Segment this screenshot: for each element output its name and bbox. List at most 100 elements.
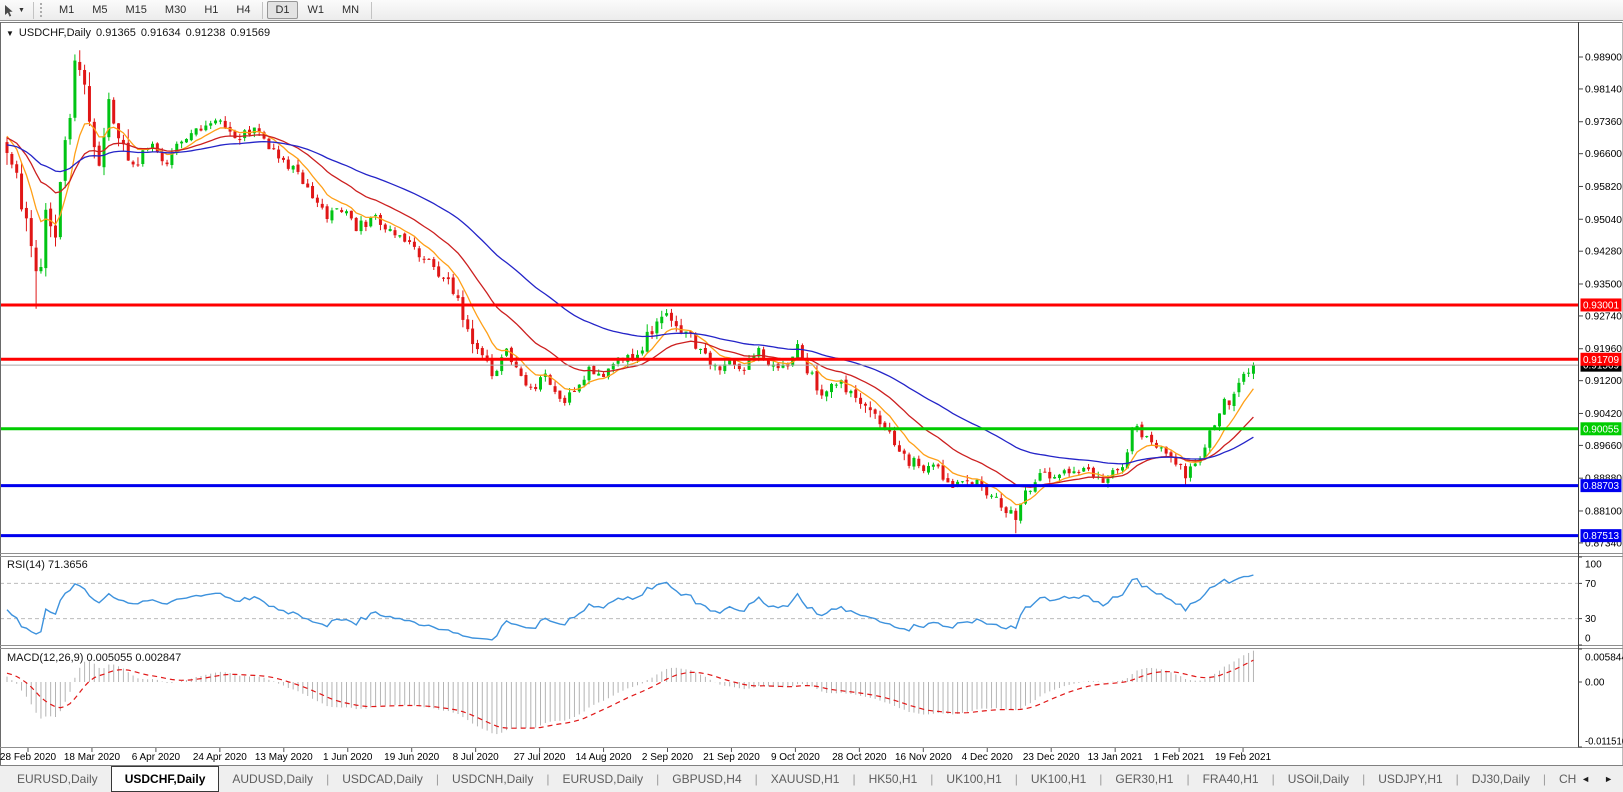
svg-text:0.88703: 0.88703 [1583,481,1619,492]
chart-tab-eurusd-daily[interactable]: EURUSD,Daily [17,772,98,786]
toolbar-divider [262,1,264,19]
chart-tab-gbpusd-h4[interactable]: GBPUSD,H4 [672,772,742,786]
svg-text:21 Sep 2020: 21 Sep 2020 [703,752,760,763]
svg-text:0.97360: 0.97360 [1585,117,1622,128]
hline-price-label: 0.90055 [1580,422,1622,436]
svg-text:0.90420: 0.90420 [1585,409,1622,420]
svg-text:0.00: 0.00 [1585,677,1605,688]
svg-text:0.91569: 0.91569 [1583,361,1619,372]
svg-text:24 Apr 2020: 24 Apr 2020 [193,752,247,763]
tab-divider: | [930,772,934,786]
chart-tab-bar: EURUSD,Daily USDCHF,Daily AUDUSD,Daily | USD… [0,765,1623,792]
svg-text:1 Jun 2020: 1 Jun 2020 [323,752,373,763]
timeframe-button-m5[interactable]: M5 [84,1,115,19]
toolbar-divider [32,1,34,19]
time-scale[interactable] [0,748,1578,764]
tab-divider: | [1186,772,1190,786]
svg-text:19 Feb 2021: 19 Feb 2021 [1215,752,1272,763]
tab-divider: | [852,772,856,786]
svg-text:19 Jun 2020: 19 Jun 2020 [384,752,439,763]
tab-divider: | [1014,772,1018,786]
timeframe-button-h4[interactable]: H4 [228,1,258,19]
time-axis-labels: 28 Feb 2020 18 Mar 2020 6 Apr 2020 24 Apr 2… [0,748,1272,763]
chart-tab-dj30-daily[interactable]: DJ30,Daily [1471,772,1530,786]
svg-text:0.87340: 0.87340 [1585,538,1622,549]
chart-tab-audusd-daily[interactable]: AUDUSD,Daily [232,772,314,786]
svg-text:70: 70 [1585,579,1597,590]
chart-tab-usdchf-daily[interactable]: USDCHF,Daily [110,766,220,792]
tab-divider: | [326,772,330,786]
svg-text:8 Jul 2020: 8 Jul 2020 [453,752,500,763]
tab-divider: | [1542,772,1546,786]
svg-text:0.005844: 0.005844 [1585,653,1623,664]
tab-scroll-left-icon[interactable]: ◄ [1581,774,1591,784]
svg-text:2 Sep 2020: 2 Sep 2020 [642,752,694,763]
chart-tab-usdjpy-h1[interactable]: USDJPY,H1 [1378,772,1443,786]
svg-text:4 Dec 2020: 4 Dec 2020 [962,752,1014,763]
chart-tab-uk100-h1[interactable]: UK100,H1 [1030,772,1087,786]
chart-tab-fra40-h1[interactable]: FRA40,H1 [1202,772,1259,786]
svg-text:0.98900: 0.98900 [1585,53,1622,64]
svg-text:28 Feb 2020: 28 Feb 2020 [0,752,57,763]
svg-text:16 Nov 2020: 16 Nov 2020 [895,752,952,763]
timeframe-button-m30[interactable]: M30 [157,1,194,19]
tab-divider: | [546,772,550,786]
svg-text:13 May 2020: 13 May 2020 [255,752,313,763]
svg-text:0.91960: 0.91960 [1585,344,1622,355]
svg-text:0.89660: 0.89660 [1585,441,1622,452]
svg-text:28 Oct 2020: 28 Oct 2020 [832,752,887,763]
chart-tab-uk100-h1[interactable]: UK100,H1 [946,772,1002,786]
svg-text:0.94280: 0.94280 [1585,247,1622,258]
tab-divider: | [1362,772,1366,786]
svg-text:30: 30 [1585,614,1597,625]
timeframe-button-m1[interactable]: M1 [51,1,82,19]
svg-text:0.96600: 0.96600 [1585,149,1622,160]
tab-divider: | [1455,772,1459,786]
svg-text:0.92740: 0.92740 [1585,311,1622,322]
dropdown-caret-icon[interactable]: ▼ [18,6,25,14]
svg-text:0.93500: 0.93500 [1585,279,1622,290]
timeframe-button-mn[interactable]: MN [334,1,367,19]
hline-price-label: 0.91709 [1580,352,1622,366]
cursor-arrow-icon [5,4,13,17]
svg-text:18 Mar 2020: 18 Mar 2020 [64,752,121,763]
tab-divider: | [1271,772,1275,786]
svg-text:6 Apr 2020: 6 Apr 2020 [132,752,181,763]
timeframe-button-h1[interactable]: H1 [196,1,226,19]
chart-tab-usoil-daily[interactable]: USOil,Daily [1287,772,1350,786]
price-axis-labels: 0.98900 0.98140 0.97360 0.96600 0.95820 0.950… [1578,53,1623,748]
timeframe-button-w1[interactable]: W1 [300,1,333,19]
svg-text:13 Jan 2021: 13 Jan 2021 [1088,752,1143,763]
chart-tab-hk50-h1[interactable]: HK50,H1 [868,772,918,786]
cursor-tool-button[interactable]: ▼ [0,4,30,17]
svg-text:23 Dec 2020: 23 Dec 2020 [1023,752,1080,763]
tab-scroll-controls: ◄ ► [1577,766,1623,792]
chart-tab-china300-h1[interactable]: CHINA300,H1 [1558,772,1577,786]
svg-text:27 Jul 2020: 27 Jul 2020 [514,752,566,763]
svg-text:0.90055: 0.90055 [1583,424,1619,435]
tab-divider: | [435,772,439,786]
svg-text:0.95040: 0.95040 [1585,215,1622,226]
chart-tab-ger30-h1[interactable]: GER30,H1 [1115,772,1174,786]
hline-price-label: 0.87513 [1580,529,1622,543]
hline-price-label: 0.88703 [1580,479,1622,493]
chart-tabs: EURUSD,Daily USDCHF,Daily AUDUSD,Daily | USD… [0,766,1577,792]
chart-tab-usdcad-daily[interactable]: USDCAD,Daily [342,772,423,786]
chart-tab-eurusd-daily[interactable]: EURUSD,Daily [562,772,644,786]
chart-tab-xauusd-h1[interactable]: XAUUSD,H1 [770,772,840,786]
toolbar-grip[interactable] [39,3,44,17]
tab-scroll-right-icon[interactable]: ► [1604,774,1613,784]
svg-text:0.98140: 0.98140 [1585,84,1622,95]
chart-tab-usdcnh-daily[interactable]: USDCNH,Daily [452,772,534,786]
tab-divider: | [754,772,758,786]
svg-text:100: 100 [1585,560,1602,571]
svg-text:0.87513: 0.87513 [1583,531,1619,542]
price-chart-canvas[interactable]: 0.98900 0.98140 0.97360 0.96600 0.95820 0.950… [0,22,1623,765]
timeframe-button-d1[interactable]: D1 [267,1,298,19]
price-scale[interactable] [1578,22,1623,747]
svg-text:0.91709: 0.91709 [1583,355,1619,366]
svg-text:0.93001: 0.93001 [1583,300,1619,311]
svg-text:9 Oct 2020: 9 Oct 2020 [771,752,820,763]
timeframe-button-m15[interactable]: M15 [118,1,155,19]
svg-text:0.91200: 0.91200 [1585,376,1622,387]
